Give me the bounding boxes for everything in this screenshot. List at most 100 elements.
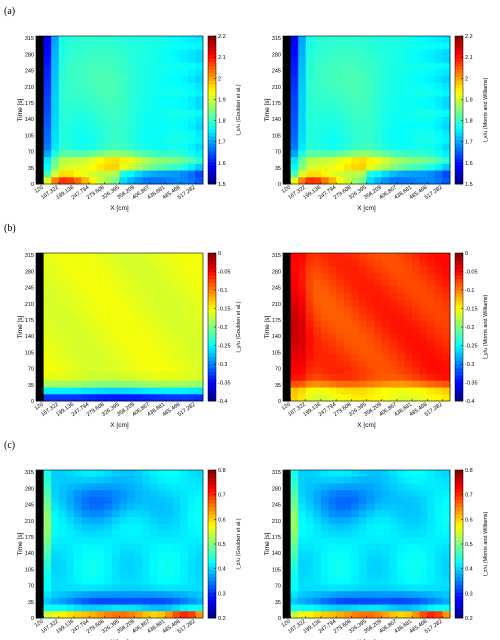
heatmap-cell xyxy=(104,110,113,118)
heatmap-cell xyxy=(389,136,398,145)
colorbar-segment xyxy=(208,154,216,159)
heatmap-cell xyxy=(427,591,436,599)
heatmap-cell xyxy=(320,517,329,525)
heatmap-cell xyxy=(134,557,143,565)
heatmap-cell xyxy=(142,259,151,267)
colorbar-segment xyxy=(455,592,463,597)
heatmap-cell xyxy=(142,293,151,301)
heatmap-cell xyxy=(81,490,90,498)
colorbar-segment xyxy=(208,488,216,493)
heatmap-cell xyxy=(187,163,196,171)
heatmap-cell xyxy=(404,544,413,552)
heatmap-cell xyxy=(328,374,337,382)
heatmap-cell xyxy=(66,116,75,124)
heatmap-cell xyxy=(142,36,151,44)
heatmap-cell xyxy=(96,177,105,185)
heatmap-cell xyxy=(328,69,337,77)
heatmap-cell xyxy=(81,347,90,355)
heatmap-cell xyxy=(172,387,181,395)
heatmap-cell xyxy=(149,130,158,138)
heatmap-cell xyxy=(104,36,113,44)
colorbar-tick-label: 1.8 xyxy=(465,119,473,125)
y-tick-label: 140 xyxy=(25,334,34,340)
heatmap-cell xyxy=(104,313,113,321)
heatmap-cell xyxy=(412,380,421,388)
heatmap-cell xyxy=(351,544,360,552)
heatmap-cell xyxy=(89,360,98,368)
heatmap-cell xyxy=(396,496,405,505)
heatmap-cell xyxy=(66,537,75,545)
heatmap-cell xyxy=(313,306,322,314)
heatmap-cell xyxy=(419,150,428,158)
heatmap-cell xyxy=(89,42,98,50)
heatmap-cell xyxy=(157,557,166,565)
heatmap-cell xyxy=(165,157,174,165)
heatmap-cell xyxy=(180,62,189,71)
heatmap-cell xyxy=(43,300,52,308)
heatmap-cell xyxy=(366,62,375,71)
heatmap-cell xyxy=(328,170,337,178)
heatmap-cell xyxy=(111,143,120,151)
heatmap-cell xyxy=(119,76,128,84)
heatmap-cell xyxy=(180,259,189,267)
heatmap-cell xyxy=(157,510,166,518)
heatmap-cell xyxy=(404,557,413,565)
heatmap-cell xyxy=(358,89,367,97)
heatmap-cell xyxy=(442,177,451,185)
heatmap-cell xyxy=(142,550,151,558)
colorbar-segment xyxy=(455,488,463,493)
heatmap-cell xyxy=(320,62,329,71)
heatmap-cell xyxy=(187,293,196,301)
heatmap-cell xyxy=(58,42,67,50)
colorbar-segment xyxy=(455,356,463,361)
y-tick-label: 140 xyxy=(272,117,281,123)
heatmap-cell xyxy=(89,136,98,145)
heatmap-cell xyxy=(58,470,67,478)
heatmap-cell xyxy=(419,347,428,355)
heatmap-cell xyxy=(374,483,383,491)
heatmap-cell xyxy=(366,313,375,321)
heatmap-cell xyxy=(96,564,105,572)
heatmap-cell xyxy=(442,163,451,171)
heatmap-cell xyxy=(58,517,67,525)
heatmap-cell xyxy=(328,157,337,165)
heatmap-cell xyxy=(187,143,196,151)
heatmap-cell xyxy=(104,266,113,274)
heatmap-cell xyxy=(419,470,428,478)
heatmap-cell xyxy=(305,510,314,518)
heatmap-cell xyxy=(396,130,405,138)
heatmap-cell xyxy=(320,470,329,478)
heatmap-cell xyxy=(58,490,67,498)
heatmap-cell xyxy=(43,476,52,484)
heatmap-cell xyxy=(427,320,436,328)
heatmap-cell xyxy=(336,273,345,281)
heatmap-cell xyxy=(81,333,90,341)
heatmap-cell xyxy=(320,266,329,274)
heatmap-cell xyxy=(404,89,413,97)
heatmap-cell xyxy=(66,591,75,599)
heatmap-cell xyxy=(89,273,98,281)
heatmap-cell xyxy=(149,150,158,158)
heatmap-cell xyxy=(305,470,314,478)
heatmap-cell xyxy=(434,496,443,505)
heatmap-cell xyxy=(305,476,314,484)
heatmap-cell xyxy=(187,42,196,50)
heatmap-cell xyxy=(366,570,375,579)
heatmap-cell xyxy=(351,130,360,138)
heatmap-cell xyxy=(343,380,352,388)
heatmap-cell xyxy=(351,69,360,77)
heatmap-cell xyxy=(119,503,128,511)
heatmap-cell xyxy=(127,333,136,341)
colorbar-segment xyxy=(455,73,463,78)
heatmap-cell xyxy=(157,103,166,111)
heatmap-cell xyxy=(419,490,428,498)
heatmap-cell xyxy=(298,89,307,97)
heatmap-cell xyxy=(157,69,166,77)
heatmap-cell xyxy=(134,170,143,178)
heatmap-cell xyxy=(66,597,75,605)
heatmap-cell xyxy=(172,69,181,77)
heatmap-cell xyxy=(419,69,428,77)
heatmap-cell xyxy=(442,577,451,585)
colorbar-segment xyxy=(455,547,463,552)
heatmap-cell xyxy=(66,611,75,619)
